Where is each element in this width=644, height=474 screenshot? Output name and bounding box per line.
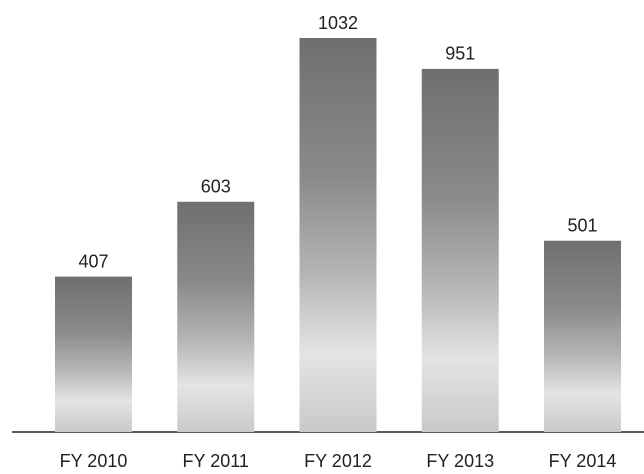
bar — [55, 276, 132, 432]
value-label: 407 — [78, 251, 108, 271]
x-tick-label: FY 2011 — [183, 451, 249, 471]
x-tick-label: FY 2013 — [426, 451, 494, 471]
x-tick-label: FY 2012 — [304, 451, 372, 471]
value-label: 951 — [445, 44, 475, 64]
bar — [421, 68, 499, 433]
x-tick-label: FY 2010 — [60, 451, 128, 471]
bar — [177, 201, 255, 432]
value-label: 501 — [567, 215, 597, 235]
value-label: 1032 — [318, 13, 358, 33]
value-label: 603 — [201, 177, 231, 197]
x-tick-label: FY 2014 — [549, 451, 617, 471]
bar — [544, 240, 621, 432]
bar — [299, 38, 377, 432]
